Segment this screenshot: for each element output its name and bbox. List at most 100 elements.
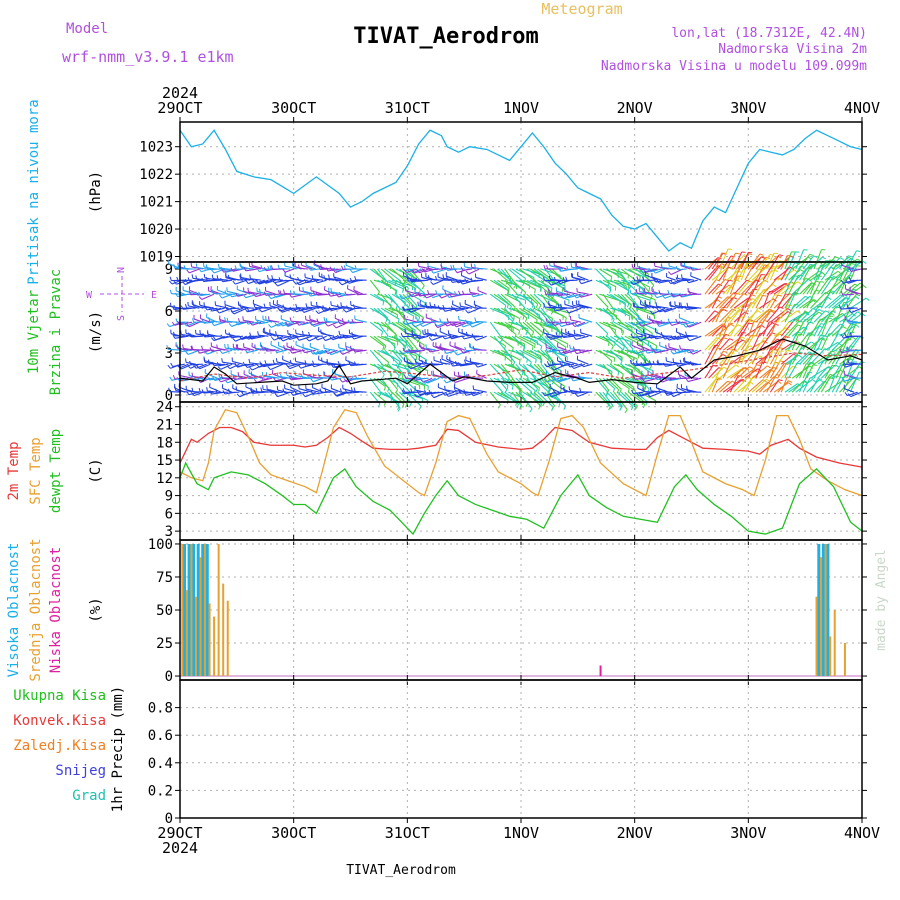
wind-barb-flag bbox=[459, 280, 463, 285]
wind-barb bbox=[722, 379, 742, 393]
wind-barb bbox=[650, 335, 662, 339]
wind-barb-flag bbox=[344, 389, 348, 394]
wind-barb-flag bbox=[186, 323, 190, 328]
wind-barb-flag bbox=[657, 387, 661, 392]
wind-barb bbox=[748, 268, 760, 281]
wind-barb bbox=[842, 263, 852, 281]
wind-barb-flag bbox=[675, 265, 679, 270]
wind-barb-flag bbox=[308, 266, 311, 271]
wind-barb-flag bbox=[195, 291, 198, 296]
wind-barb bbox=[287, 363, 298, 368]
wind-barb bbox=[497, 307, 514, 322]
wind-barb-flag bbox=[797, 281, 802, 285]
wind-barb bbox=[398, 335, 413, 350]
wind-barb bbox=[369, 349, 384, 367]
wind-barb-flag bbox=[201, 319, 205, 324]
wind-barb-flag bbox=[844, 392, 848, 396]
wind-barb-flag bbox=[822, 256, 827, 260]
wind-barb bbox=[417, 279, 429, 282]
wind-barb-flag bbox=[351, 332, 354, 337]
wind-barb bbox=[561, 363, 575, 367]
wind-barb bbox=[654, 349, 666, 353]
wind-barb-flag bbox=[337, 334, 340, 339]
wind-barb-flag bbox=[173, 280, 177, 285]
wind-barb-flag bbox=[535, 388, 538, 393]
wind-barb bbox=[405, 332, 418, 337]
wind-barb-flag bbox=[193, 364, 197, 369]
wind-barb-flag bbox=[777, 333, 783, 336]
wind-barb bbox=[529, 349, 542, 360]
wind-barb-flag bbox=[556, 378, 560, 382]
wind-barb bbox=[620, 335, 634, 350]
wind-barb-flag bbox=[444, 385, 446, 390]
wind-barb bbox=[551, 349, 566, 365]
cloud-bar bbox=[217, 543, 220, 677]
wind-barb bbox=[220, 363, 233, 370]
wind-barb bbox=[277, 279, 291, 287]
wind-barb-flag bbox=[676, 274, 679, 279]
wind-barb bbox=[191, 335, 203, 338]
wind-barb-flag bbox=[653, 349, 656, 354]
wind-barb bbox=[203, 391, 214, 394]
wind-barb-flag bbox=[663, 362, 666, 367]
wind-barb bbox=[666, 360, 680, 365]
wind-barb bbox=[842, 258, 858, 270]
wind-barb bbox=[200, 293, 211, 297]
wind-barb bbox=[817, 276, 831, 295]
wind-barb bbox=[460, 363, 473, 367]
wind-barb bbox=[169, 321, 182, 328]
top-time-axis: 29OCT 30OCT 31OCT 1NOV 2NOV 3NOV 4NOV bbox=[157, 99, 880, 117]
wind-barb bbox=[493, 307, 515, 317]
wind-barb-flag bbox=[402, 347, 405, 352]
wind-barb-flag bbox=[550, 346, 554, 351]
wind-barb bbox=[595, 335, 610, 343]
wind-barb-flag bbox=[382, 346, 385, 351]
wind-barb bbox=[599, 349, 613, 362]
wind-barb bbox=[740, 345, 749, 365]
wind-barb-flag bbox=[635, 289, 638, 294]
wind-barb bbox=[802, 282, 813, 295]
wind-barb bbox=[780, 281, 799, 295]
wind-barb bbox=[454, 377, 469, 383]
wind-barb-flag bbox=[191, 318, 195, 323]
wind-barb bbox=[489, 391, 501, 406]
wind-barb-flag bbox=[787, 308, 792, 312]
wind-barb-flag bbox=[629, 289, 632, 294]
wind-barb-flag bbox=[415, 314, 417, 319]
wind-barb-flag bbox=[540, 319, 543, 325]
wind-barb bbox=[828, 279, 839, 295]
wind-barb-flag bbox=[667, 376, 670, 381]
wind-barb-flag bbox=[244, 308, 248, 313]
wind-barb-flag bbox=[336, 304, 340, 309]
wind-barb bbox=[174, 335, 189, 339]
wind-barb bbox=[473, 388, 487, 393]
wind-barb-flag bbox=[569, 344, 571, 349]
wind-barb bbox=[828, 313, 843, 323]
wind-barb bbox=[849, 322, 857, 337]
wind-barb bbox=[777, 321, 790, 337]
wind-barb bbox=[824, 365, 833, 379]
wind-barb bbox=[380, 377, 393, 394]
wind-barb-flag bbox=[191, 372, 194, 377]
wind-barb-flag bbox=[446, 318, 449, 323]
wind-barb-flag bbox=[809, 253, 814, 256]
top-time-label: 2NOV bbox=[617, 99, 653, 117]
wind-barb bbox=[404, 268, 415, 272]
wind-barb-flag bbox=[733, 350, 738, 352]
wind-barb bbox=[719, 308, 733, 323]
wind-barb bbox=[377, 363, 393, 375]
wind-barb-flag bbox=[349, 345, 352, 350]
wind-barb-flag bbox=[284, 323, 289, 327]
wind-barb bbox=[639, 307, 654, 313]
wind-barb bbox=[298, 321, 309, 326]
wind-barb-flag bbox=[263, 266, 267, 271]
wind-barb-flag bbox=[347, 319, 351, 324]
wind-barb-flag bbox=[327, 292, 331, 297]
wind-barb bbox=[828, 333, 839, 351]
wind-barb-flag bbox=[686, 387, 689, 392]
wind-barb-flag bbox=[416, 269, 420, 274]
wind-barb-flag bbox=[563, 281, 566, 286]
wind-barb bbox=[795, 249, 805, 270]
wind-barb-flag bbox=[418, 316, 421, 321]
